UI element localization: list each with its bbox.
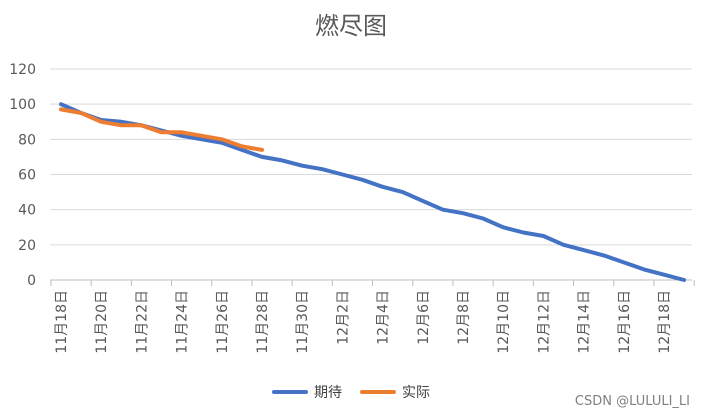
legend-label-expected: 期待 <box>314 385 342 401</box>
y-tick-label-40: 40 <box>18 203 36 219</box>
y-tick-label-20: 20 <box>18 238 36 254</box>
y-tick-label-100: 100 <box>9 97 36 113</box>
y-tick-label-120: 120 <box>9 62 36 78</box>
x-tick-label-14: 12月16日 <box>617 290 633 354</box>
legend-label-actual: 实际 <box>402 385 430 401</box>
x-tick-label-4: 11月26日 <box>215 290 231 354</box>
series-lines <box>59 102 687 282</box>
x-tick-label-13: 12月14日 <box>577 290 593 354</box>
legend-item-expected: 期待 <box>272 382 342 402</box>
y-axis-ticks: 0 20 40 60 80 100 120 <box>9 62 36 289</box>
x-tick-label-3: 11月24日 <box>175 290 191 354</box>
x-tick-label-1: 11月20日 <box>94 290 110 354</box>
x-tick-label-10: 12月8日 <box>456 290 472 345</box>
y-tick-label-60: 60 <box>18 168 36 184</box>
legend: 期待 实际 <box>0 382 702 402</box>
x-tick-label-11: 12月10日 <box>496 290 512 354</box>
gridlines <box>50 68 692 281</box>
y-tick-label-0: 0 <box>27 273 36 289</box>
watermark: CSDN @LULULI_LI <box>574 394 690 409</box>
x-tick-label-2: 11月22日 <box>134 290 150 354</box>
legend-item-actual: 实际 <box>360 382 430 402</box>
y-tick-label-80: 80 <box>18 132 36 148</box>
x-tick-label-7: 12月2日 <box>335 290 351 345</box>
series-line-1 <box>59 107 264 152</box>
x-tick-label-0: 11月18日 <box>54 290 70 354</box>
x-tick-label-15: 12月18日 <box>657 290 673 354</box>
legend-swatch-actual <box>360 390 396 394</box>
x-tick-label-9: 12月6日 <box>416 290 432 345</box>
legend-swatch-expected <box>272 390 308 394</box>
x-tick-label-12: 12月12日 <box>536 290 552 354</box>
chart-title: 燃尽图 <box>315 12 387 40</box>
x-axis-ticks: 11月18日 11月20日 11月22日 11月24日 11月26日 11月28日 11月3… <box>50 280 695 354</box>
x-tick-label-6: 11月30日 <box>295 290 311 354</box>
x-tick-label-5: 11月28日 <box>255 290 271 354</box>
x-tick-label-8: 12月4日 <box>376 290 392 345</box>
